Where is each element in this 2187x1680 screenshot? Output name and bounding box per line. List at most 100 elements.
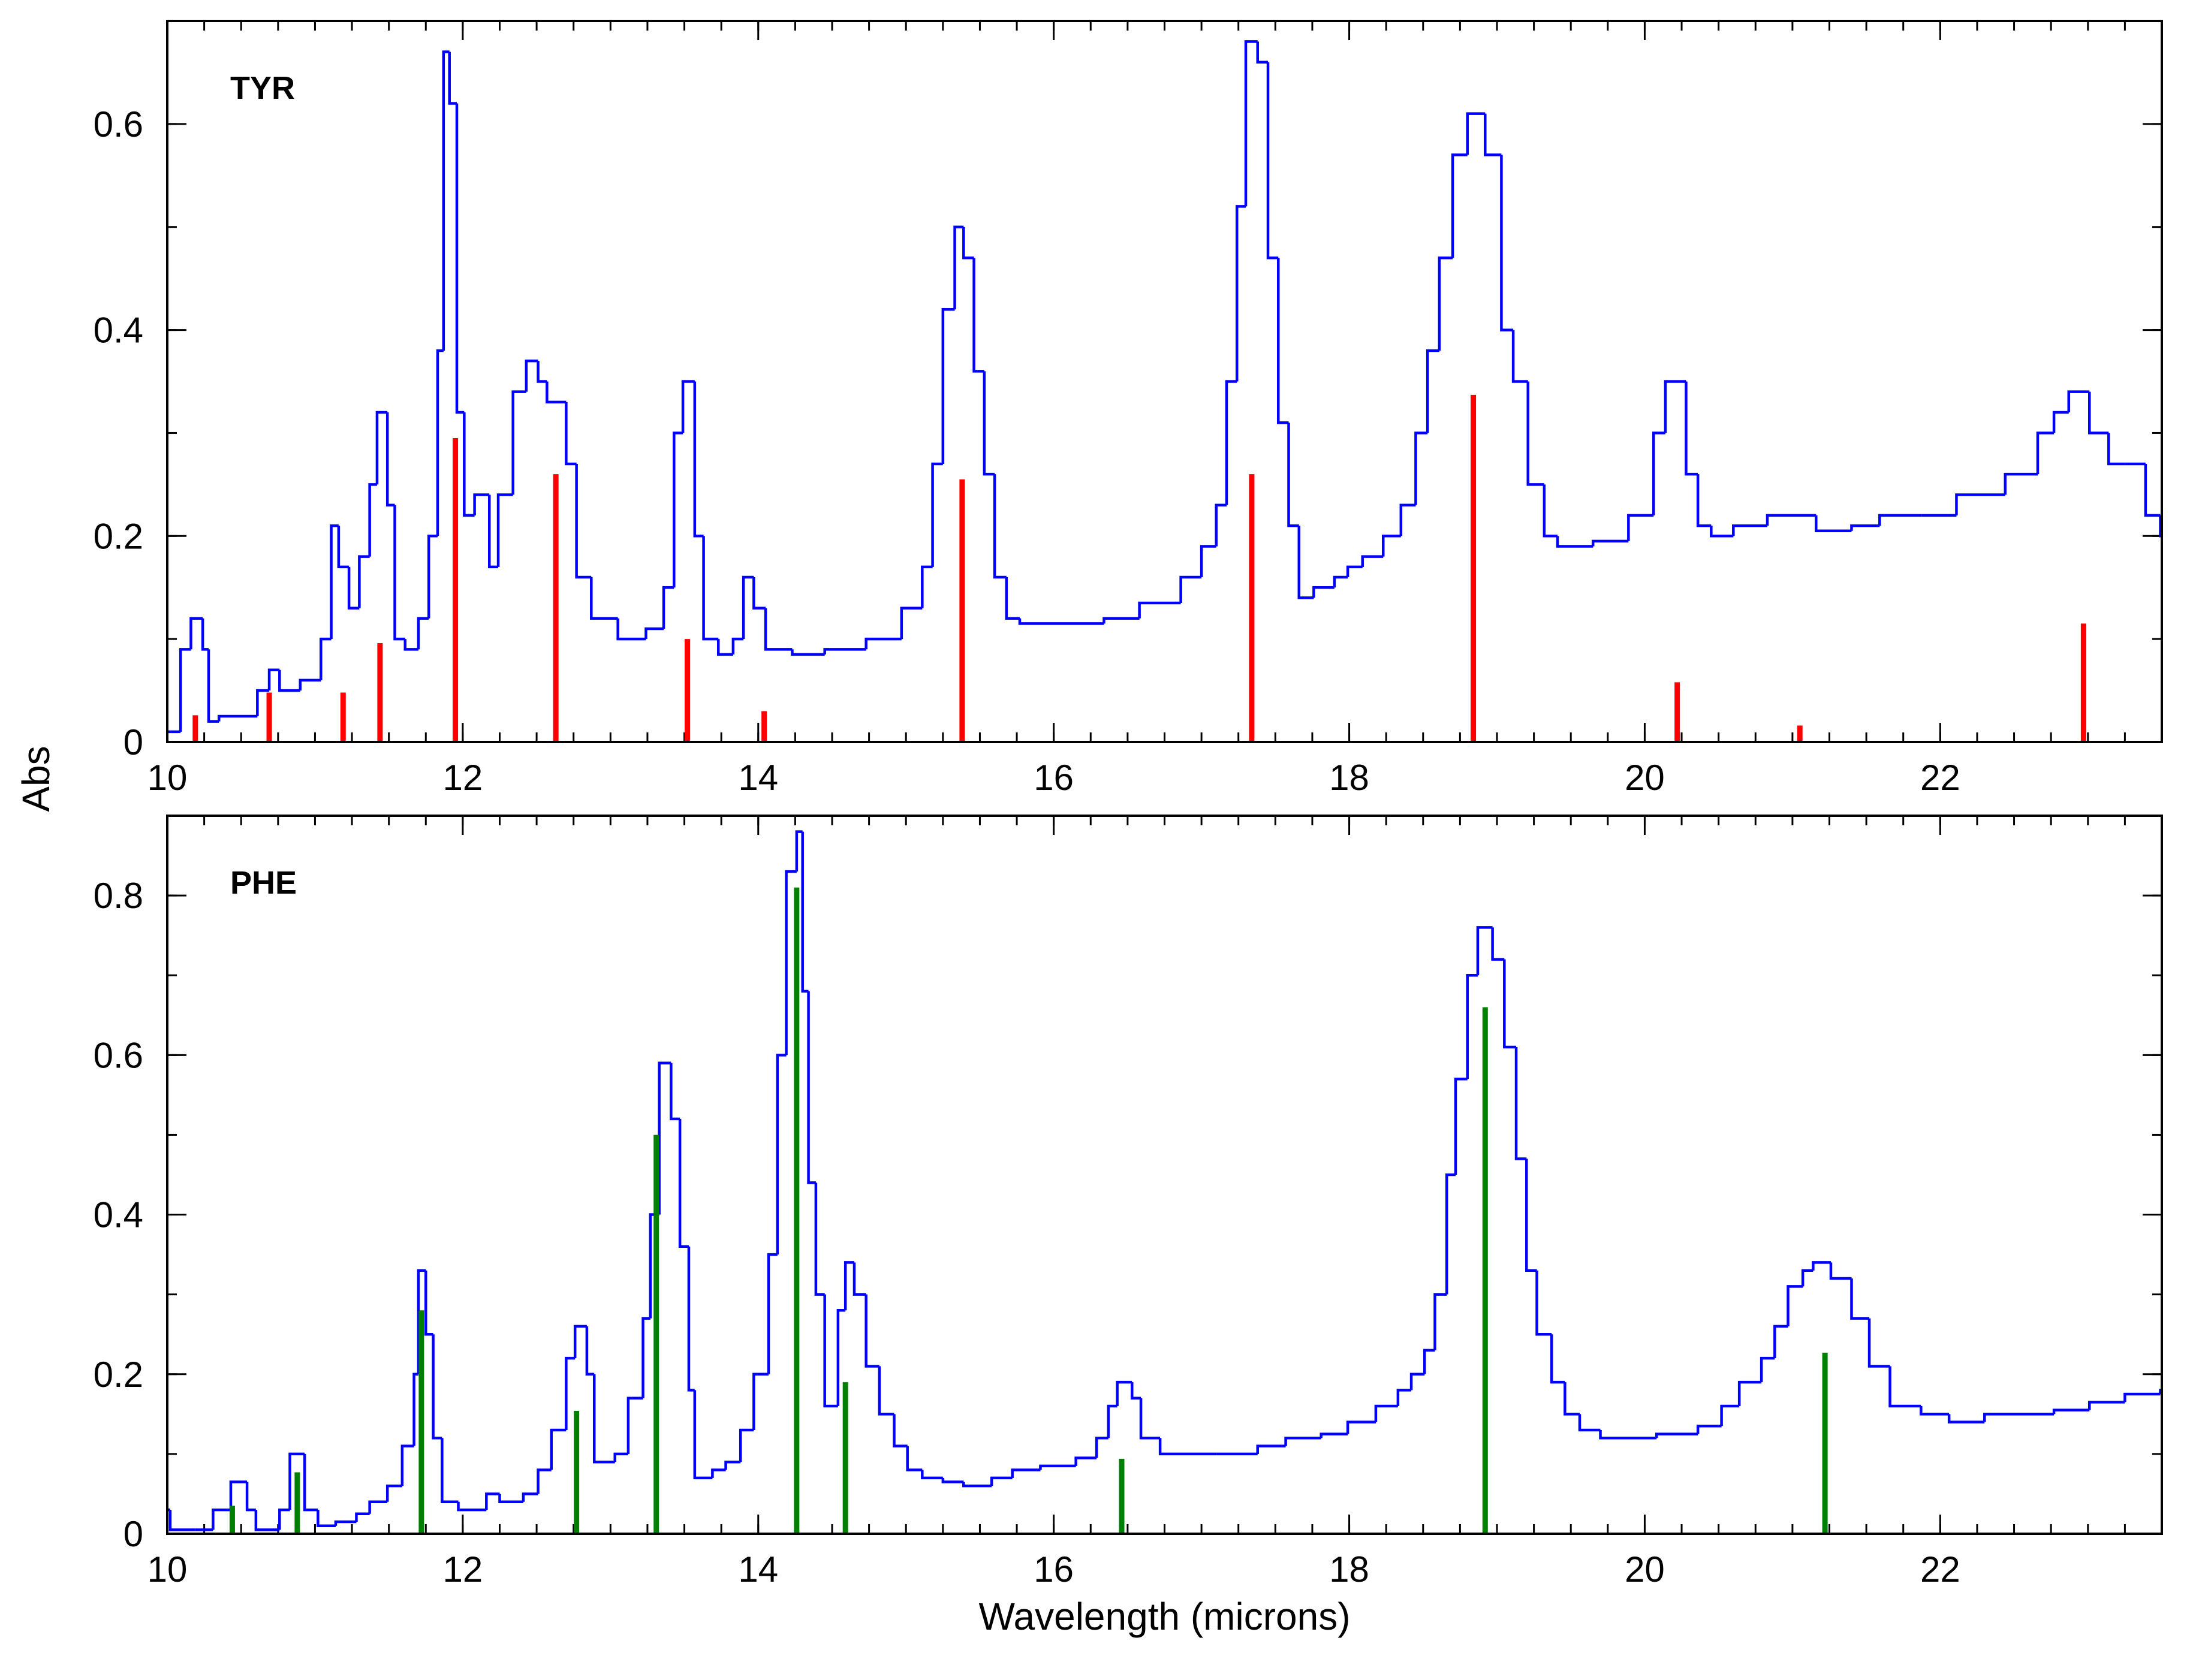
spectrum-step [990,1476,1013,1486]
spectrum-step [1696,1425,1722,1434]
spectrum-step [814,1183,825,1296]
y-tick-label: 0.4 [94,1195,143,1235]
spectrum-step [1320,1432,1348,1438]
spectrum-step [229,1480,248,1510]
spectrum-step [403,639,418,651]
spectrum-step [941,1477,964,1483]
panel-label: PHE [230,865,297,901]
spectrum-step [767,1253,778,1374]
spectrum-step [1438,257,1453,351]
spectrum-step [673,432,683,588]
spectrum-step [906,1446,923,1471]
spectrum-step [2087,1401,2125,1410]
spectrum-step [1867,1318,1890,1368]
spectrum-step [498,1494,523,1504]
x-tick-label: 10 [147,1549,188,1589]
spectrum-step [1878,514,1921,526]
spectrum-step [1074,1456,1097,1466]
spectrum-step [320,637,332,680]
spectrum-step [1511,330,1528,383]
spectrum-step [1116,1380,1132,1407]
spectrum-step [1710,526,1734,538]
spectrum-step [1591,539,1629,547]
spectrum-step [785,870,797,1055]
spectrum-step [424,1270,433,1336]
spectrum-step [417,617,429,650]
spectrum-step [2052,1408,2090,1414]
spectrum-step [1888,1366,1921,1408]
spectrum-step [1266,62,1279,260]
spectrum-step [681,380,695,433]
spectrum-step [179,648,191,732]
spectrum-step [218,714,258,722]
spectrum-step [457,1501,487,1512]
spectrum-step [1578,1414,1601,1432]
x-tick-label: 14 [738,758,778,798]
spectrum-step [1287,423,1299,527]
spectrum-step [670,1063,680,1121]
spectrum-step [168,1510,195,1531]
y-tick-label: 0.2 [94,516,143,556]
spectrum-step [1005,577,1020,620]
y-axis-label: Abs [14,746,58,812]
spectrum-step [334,1520,357,1526]
spectrum-step [1107,1404,1117,1438]
x-tick-label: 18 [1329,758,1369,798]
spectrum-step [1200,545,1216,578]
spectrum-step [2123,1392,2161,1402]
spectrum-step [921,1470,943,1480]
spectrum-step [585,1326,595,1376]
plot-frame [166,815,2163,1535]
spectrum-step [962,227,974,260]
spectrum-step [278,1508,290,1530]
spectrum-step [485,1492,500,1510]
spectrum-step [1599,1429,1657,1440]
spectrum-step [254,1510,280,1531]
spectrum-step [299,678,321,691]
spectrum-step [739,1428,754,1462]
spectrum-step [2067,390,2090,413]
spectrum-step [1445,1173,1456,1295]
spectrum-step [1696,474,1712,527]
spectrum-step [1500,155,1514,331]
x-tick-label: 10 [147,758,188,798]
spectrum-step [1983,1413,2055,1422]
spectrum-step [1138,601,1181,619]
spectrum-step [212,1508,231,1530]
spectrum-step [385,1484,402,1502]
spectrum-step [1409,1373,1425,1391]
spectrum-step [1466,973,1478,1079]
spectrum-step [742,575,754,640]
spectrum-step [1225,380,1237,505]
spectrum-step [436,349,444,536]
spectrum-step [1550,1334,1565,1384]
spectrum-step [573,1325,587,1359]
spectrum-step [658,1061,671,1215]
spectrum-step [1787,1285,1803,1326]
y-tick-label: 0.6 [94,1035,143,1075]
spectrum-step [2107,433,2125,466]
spectrum-step [1454,1078,1468,1175]
spectrum-step [1466,112,1486,155]
spectrum-step [1179,575,1202,603]
spectrum-step [393,505,405,641]
spectrum-step [791,649,825,656]
spectrum-step [752,577,766,610]
spectrum-step [687,1246,695,1392]
spectrum-step [644,627,664,640]
spectrum-step [550,1428,567,1470]
spectrum-step [347,566,360,610]
spectrum-step [207,649,219,723]
spectrum-step [1815,515,1852,532]
spectrum-step [189,617,203,650]
spectrum-step [616,618,646,641]
spectrum-step [330,524,339,640]
x-tick-label: 14 [738,1549,778,1589]
spectrum-step [1396,1389,1412,1407]
spectrum-step [565,1356,576,1430]
spectrum-step [1812,1261,1831,1271]
spectrum-step [1361,555,1384,567]
spectrum-step [487,494,499,569]
spectrum-step [256,689,270,717]
